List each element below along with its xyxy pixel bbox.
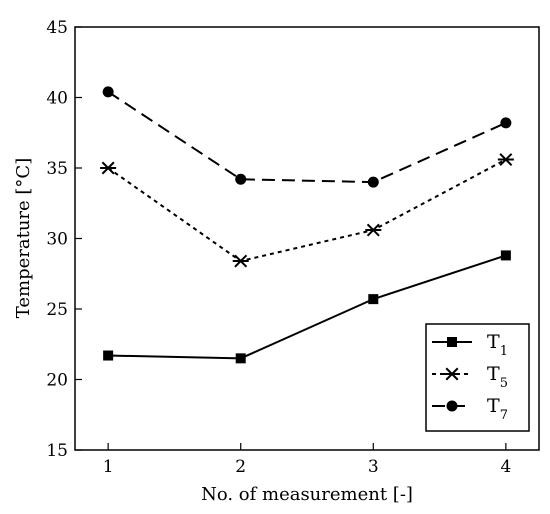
y-tick-label: 40 bbox=[46, 89, 68, 109]
legend-box bbox=[425, 323, 530, 432]
data-point-T1 bbox=[500, 250, 511, 261]
data-point-T7 bbox=[102, 86, 114, 98]
legend-label-T5: T5 bbox=[487, 363, 508, 391]
y-tick-label: 20 bbox=[46, 371, 68, 391]
legend-marker-T1 bbox=[447, 337, 457, 347]
y-axis: 15 20 25 30 35 40 45 bbox=[46, 18, 82, 461]
data-point-T1 bbox=[368, 294, 379, 305]
series-line-T5 bbox=[107, 158, 507, 263]
legend-label-T1: T1 bbox=[487, 331, 508, 359]
y-tick-label: 45 bbox=[46, 18, 68, 38]
data-point-T5 bbox=[232, 254, 249, 268]
series-layer bbox=[100, 86, 514, 364]
x-axis-label: No. of measurement [-] bbox=[201, 484, 413, 505]
data-point-T1 bbox=[103, 350, 114, 361]
series-T7 bbox=[102, 86, 512, 188]
series-line-T7 bbox=[107, 91, 507, 184]
data-point-T7 bbox=[500, 117, 512, 129]
x-tick-label: 3 bbox=[368, 457, 379, 477]
y-axis-label: Temperature [°C] bbox=[13, 158, 34, 318]
y-tick-label: 35 bbox=[46, 159, 68, 179]
legend-marker-T7 bbox=[446, 400, 458, 412]
legend-marker-T5 bbox=[444, 367, 460, 381]
x-tick-label: 1 bbox=[103, 457, 114, 477]
data-point-T5 bbox=[100, 161, 117, 175]
legend-label-T7: T7 bbox=[487, 395, 508, 423]
x-tick-label: 2 bbox=[235, 457, 246, 477]
x-axis: 1 2 3 4 bbox=[103, 443, 511, 477]
data-point-T5 bbox=[365, 223, 382, 237]
y-tick-label: 25 bbox=[46, 300, 68, 320]
series-T1 bbox=[103, 250, 511, 364]
y-tick-label: 30 bbox=[46, 230, 68, 250]
series-line-T1 bbox=[108, 254, 507, 360]
legend: T1 T5 T7 bbox=[425, 323, 530, 432]
data-point-T1 bbox=[235, 353, 246, 364]
x-tick-label: 4 bbox=[500, 457, 511, 477]
series-T5 bbox=[100, 153, 514, 268]
data-point-T7 bbox=[367, 176, 379, 188]
y-tick-label: 15 bbox=[46, 441, 68, 461]
data-point-T5 bbox=[497, 153, 514, 167]
data-point-T7 bbox=[235, 173, 247, 185]
